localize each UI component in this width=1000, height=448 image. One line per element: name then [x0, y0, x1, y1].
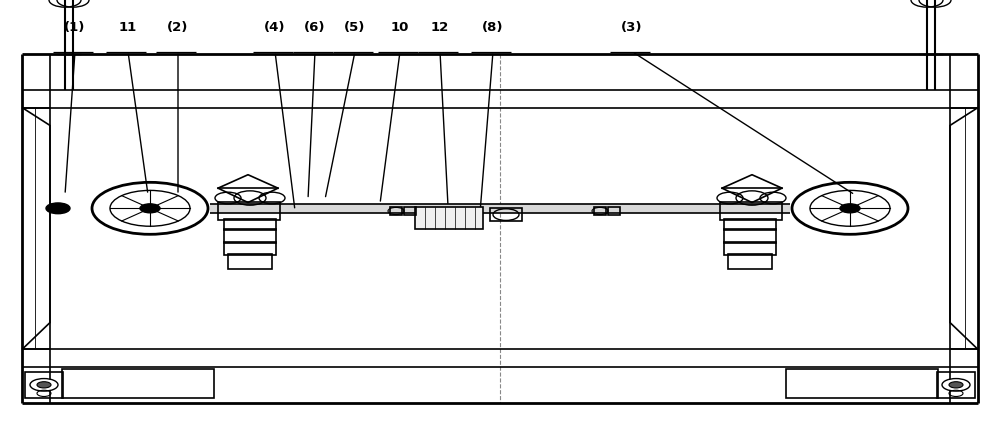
Circle shape — [140, 204, 160, 213]
Bar — [720, 202, 782, 220]
Bar — [62, 369, 214, 398]
Text: (2): (2) — [167, 21, 189, 34]
Bar — [786, 369, 938, 398]
Bar — [404, 207, 416, 215]
Bar — [937, 372, 975, 398]
Bar — [724, 219, 776, 230]
Bar — [415, 207, 483, 229]
Bar — [210, 204, 790, 213]
Text: 10: 10 — [391, 21, 409, 34]
Circle shape — [30, 379, 58, 391]
Text: (6): (6) — [304, 21, 326, 34]
Text: (1): (1) — [64, 21, 86, 34]
Text: 11: 11 — [119, 21, 137, 34]
Bar — [25, 372, 63, 398]
Bar — [728, 254, 772, 269]
Circle shape — [37, 382, 51, 388]
Text: (5): (5) — [344, 21, 366, 34]
Bar — [724, 229, 776, 243]
Bar — [490, 208, 522, 221]
Bar — [228, 254, 272, 269]
Circle shape — [46, 203, 70, 214]
Text: (4): (4) — [264, 21, 286, 34]
Circle shape — [840, 204, 860, 213]
Bar — [608, 207, 620, 215]
Bar — [224, 219, 276, 230]
Circle shape — [949, 382, 963, 388]
Bar — [594, 207, 606, 215]
Bar — [724, 242, 776, 255]
Bar — [218, 202, 280, 220]
Bar — [224, 229, 276, 243]
Text: (8): (8) — [482, 21, 504, 34]
Circle shape — [942, 379, 970, 391]
Text: (3): (3) — [621, 21, 643, 34]
Bar — [224, 242, 276, 255]
Text: 12: 12 — [431, 21, 449, 34]
Bar — [390, 207, 402, 215]
